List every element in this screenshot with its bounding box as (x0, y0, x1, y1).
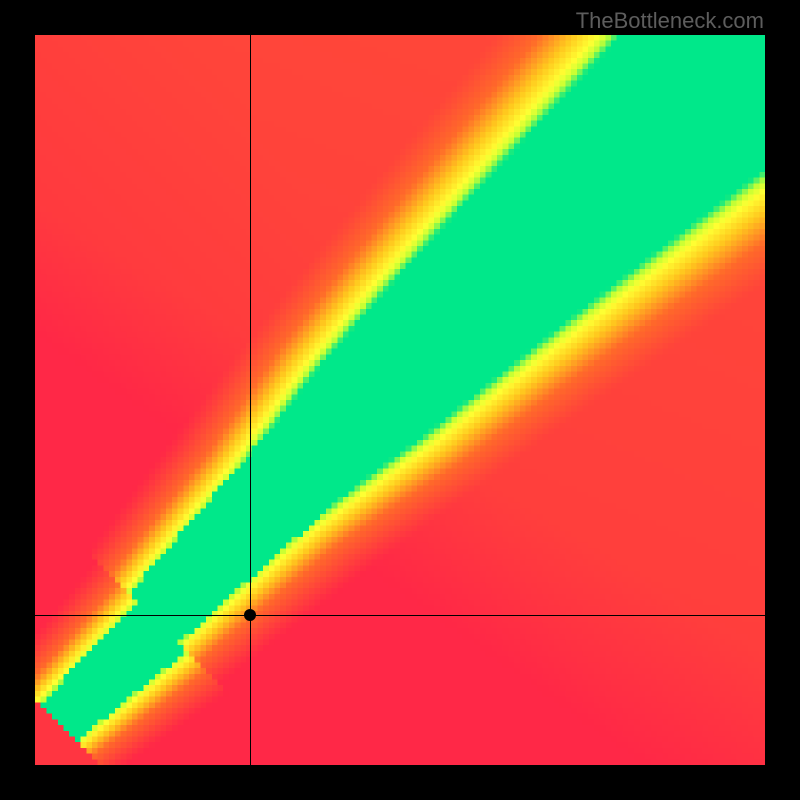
selection-marker (244, 609, 256, 621)
watermark-text: TheBottleneck.com (576, 8, 764, 34)
bottleneck-heatmap (35, 35, 765, 765)
crosshair-vertical (250, 35, 251, 765)
crosshair-horizontal (35, 615, 765, 616)
